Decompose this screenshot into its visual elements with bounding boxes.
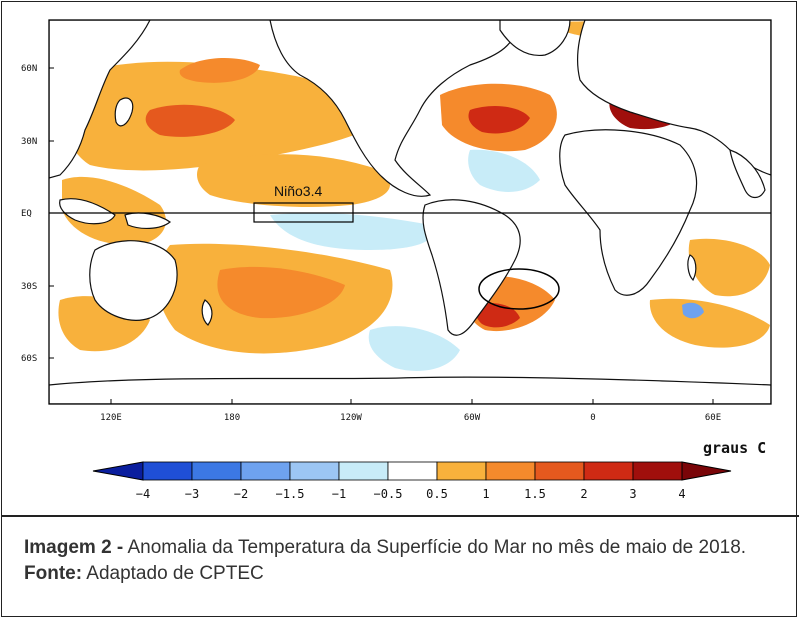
colorbar-min-arrow [92,461,144,481]
colorbar-tick-label: 1 [482,487,489,501]
anomaly-indian-ocean [688,238,770,297]
figure-caption: Imagem 2 - Anomalia da Temperatura da Su… [24,535,774,587]
colorbar-segment [436,461,487,481]
colorbar-segment [485,461,536,481]
nino34-label: Niño3.4 [274,183,322,199]
longitude-label: 0 [590,413,595,423]
anomaly-bering [179,58,260,83]
colorbar-segment [289,461,340,481]
longitude-label: 60E [705,413,721,423]
anomaly-indian-cool [682,302,704,319]
colorbar-tick-label: −1 [332,487,346,501]
latitude-label: 60N [21,64,37,74]
anomaly-north-pacific-core [145,104,235,137]
continents [49,20,771,404]
colorbar-segment [338,461,389,481]
colorbar: −4 −3 −2 −1.5 −1 −0.5 0.5 1 1.5 2 3 4 [92,461,732,501]
latitude-label: 60S [21,354,37,364]
latitude-label: 30N [21,137,37,147]
land-new-zealand [201,299,213,326]
longitude-label: 120W [340,413,362,423]
colorbar-tick-label: −4 [136,487,150,501]
land-india [729,149,766,199]
longitude-label: 180 [224,413,240,423]
land-east-asia [49,20,151,179]
latitude-label: EQ [21,209,32,219]
land-japan [114,97,134,127]
colorbar-segment [632,461,683,481]
colorbar-tick-label: −0.5 [374,487,403,501]
colorbar-segment [191,461,242,481]
colorbar-max-arrow [681,461,732,481]
colorbar-tick-label: 3 [629,487,636,501]
colorbar-tick-label: 4 [678,487,685,501]
caption-label: Imagem 2 - [24,537,124,558]
anomaly-southern-cool [368,326,460,371]
colorbar-tick-label: −3 [185,487,199,501]
colorbar-segment [534,461,585,481]
colorbar-tick-label: −2 [234,487,248,501]
colorbar-segment [142,461,193,481]
colorbar-segment [387,461,438,481]
anomaly-south-atlantic-core [475,303,520,328]
anomaly-north-pacific-east [197,154,390,207]
latitude-labels: 60N 30N EQ 30S 60S [21,64,54,364]
caption-source-text: Adaptado de CPTEC [82,563,264,584]
nino34-box [253,202,354,223]
caption-text: Anomalia da Temperatura da Superfície do… [123,537,747,558]
longitude-label: 120E [100,413,122,423]
longitude-labels: 120E 180 120W 60W 0 60E [100,399,721,423]
land-indonesia [59,198,116,225]
anomaly-south-pacific-core [217,266,345,319]
land-greenland [499,20,571,57]
caption-source-label: Fonte: [24,563,83,584]
highlight-ellipse [478,268,560,310]
land-madagascar [687,254,697,282]
units-label: graus C [703,439,767,457]
anomaly-indian-south [649,298,770,348]
colorbar-tick-label: −1.5 [276,487,305,501]
anomaly-atlantic-cool [468,149,540,192]
latitude-label: 30S [21,282,37,292]
colorbar-segment [240,461,291,481]
longitude-label: 60W [464,413,481,423]
caption-divider [1,515,799,517]
colorbar-tick-label: 2 [580,487,587,501]
land-north-america [269,20,521,197]
colorbar-tick-label: 1.5 [524,487,546,501]
colorbar-segment [583,461,634,481]
colorbar-tick-label: 0.5 [426,487,448,501]
anomaly-north-atlantic-core [468,106,530,134]
land-antarctica [49,376,771,404]
sst-anomaly-map: Niño3.4 60N 30N EQ 30S 60S 120E 180 120W 60W 0 60… [21,19,772,501]
land-australia [89,240,178,321]
map-frame [48,19,772,405]
